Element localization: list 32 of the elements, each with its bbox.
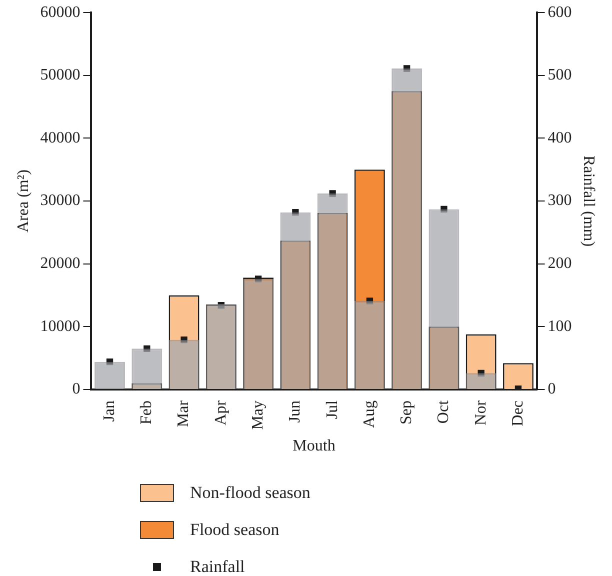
x-tick-label: Jun bbox=[286, 400, 304, 423]
x-tick-label: Dec bbox=[509, 400, 526, 426]
y2-tick-label: 0 bbox=[548, 380, 556, 398]
x-axis-title: Mouth bbox=[292, 438, 336, 455]
y-tick-label: 0 bbox=[72, 380, 80, 398]
y-axis-title: Area (m²) bbox=[14, 170, 32, 233]
x-tick-label: Mar bbox=[175, 400, 192, 428]
y2-tick-label: 400 bbox=[548, 129, 572, 146]
x-tick-label: Jul bbox=[324, 400, 341, 420]
x-tick-label: Nor bbox=[472, 400, 490, 426]
y2-tick-label: 200 bbox=[548, 255, 572, 272]
x-tick-label: May bbox=[250, 400, 267, 430]
x-tick-label: Oct bbox=[435, 400, 452, 424]
y2-tick-label: 100 bbox=[548, 318, 572, 335]
y2-tick-label: 600 bbox=[548, 4, 572, 21]
y-tick-label: 50000 bbox=[40, 66, 80, 84]
y-tick-label: 60000 bbox=[40, 4, 80, 21]
y-tick-label: 30000 bbox=[40, 192, 80, 210]
y2-tick-label: 300 bbox=[548, 192, 572, 210]
x-tick-label: Apr bbox=[212, 400, 230, 426]
legend-label: Flood season bbox=[190, 520, 280, 540]
legend-label: Non-flood season bbox=[190, 482, 310, 502]
x-tick-label: Sep bbox=[398, 400, 416, 424]
legend-label: Rainfall bbox=[190, 556, 245, 576]
y-tick-label: 10000 bbox=[40, 318, 80, 335]
x-tick-label: Jan bbox=[100, 400, 118, 422]
y-tick-label: 20000 bbox=[40, 255, 80, 272]
x-tick-label: Aug bbox=[360, 400, 378, 428]
y2-axis-title: Rainfall (mm) bbox=[580, 155, 598, 247]
y2-tick-label: 500 bbox=[548, 66, 572, 84]
x-tick-label: Feb bbox=[138, 400, 156, 424]
y-tick-label: 40000 bbox=[40, 129, 80, 146]
